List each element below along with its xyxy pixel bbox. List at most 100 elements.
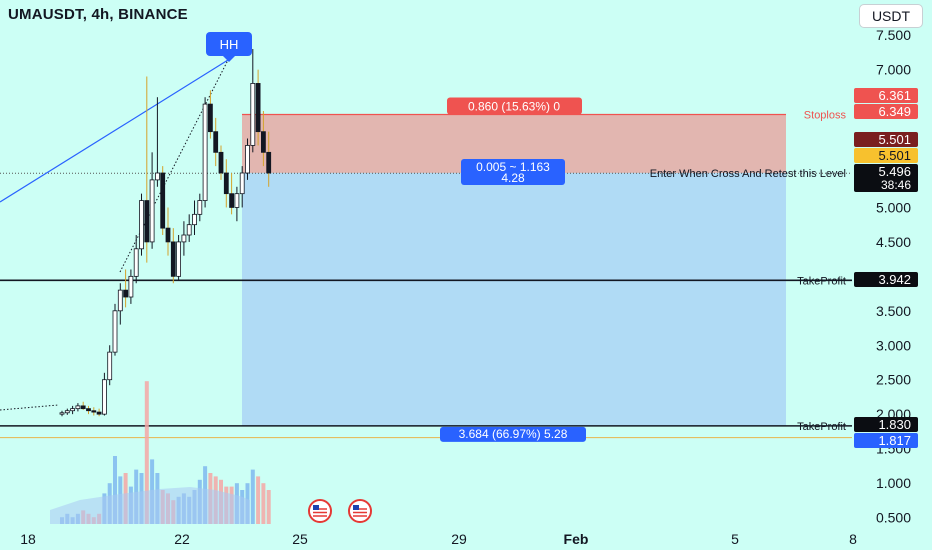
hh-label: HH — [220, 37, 239, 52]
risk-label-bg — [447, 97, 582, 115]
candle-body — [133, 248, 139, 277]
price-tag: 6.361 — [878, 88, 911, 103]
time-tick-label: Feb — [564, 531, 589, 547]
us-flag-event-icon — [308, 499, 332, 523]
flag-canton — [353, 505, 359, 510]
stoploss-level-label: Stoploss — [804, 110, 847, 122]
takeprofit-level-label-1: TakeProfit — [797, 275, 846, 287]
reward-zone — [242, 172, 786, 426]
candle-body — [170, 241, 176, 277]
currency-button[interactable]: USDT — [859, 4, 923, 28]
dotted-base-line — [0, 404, 59, 411]
takeprofit-level-label-2: TakeProfit — [797, 421, 846, 433]
price-tick-label: 7.500 — [876, 27, 911, 43]
candle-body — [234, 193, 240, 208]
price-tick-label: 7.000 — [876, 62, 911, 78]
candle-body — [102, 379, 107, 415]
time-tick-label: 25 — [292, 531, 308, 547]
price-tag: 1.830 — [878, 417, 911, 432]
volume-bar — [256, 476, 261, 524]
center-label-2: 4.28 — [501, 171, 525, 185]
candle-body — [165, 227, 171, 243]
candle-body — [181, 234, 187, 243]
price-tag: 5.496 — [878, 164, 911, 179]
price-tag: 1.817 — [878, 433, 911, 448]
price-tick-label: 4.500 — [876, 234, 911, 250]
price-tag-countdown: 38:46 — [881, 178, 911, 192]
candle-body — [128, 275, 134, 298]
price-tag: 5.501 — [878, 148, 911, 163]
time-tick-label: 5 — [731, 531, 739, 547]
price-tag-bg — [854, 164, 918, 192]
volume-bar — [266, 490, 271, 524]
price-tag-bg — [854, 433, 918, 448]
time-tick-label: 29 — [451, 531, 467, 547]
candle-body — [117, 289, 123, 312]
price-tick-label: 2.500 — [876, 372, 911, 388]
center-label-1: 0.005 ~ 1.163 — [476, 160, 550, 174]
dotted-trend-line — [119, 59, 229, 273]
candle-body — [218, 151, 224, 174]
candle-body — [144, 200, 150, 243]
candle-body — [64, 410, 70, 414]
candle-body — [91, 410, 97, 413]
candle-body — [255, 83, 261, 133]
candle-body — [245, 145, 250, 174]
price-tick-label: 3.000 — [876, 337, 911, 353]
candle-body — [239, 172, 245, 195]
reward-label: 3.684 (66.97%) 5.28 — [459, 427, 568, 441]
candle-body — [223, 172, 229, 195]
candle-body — [75, 405, 81, 410]
symbol-title: UMAUSDT, 4h, BINANCE — [8, 6, 188, 23]
candle-body — [250, 83, 256, 146]
hh-label-pointer — [223, 56, 235, 62]
price-tick-label: 1.000 — [876, 475, 911, 491]
time-tick-label: 22 — [174, 531, 190, 547]
volume-bar — [144, 381, 149, 524]
candle-body — [176, 241, 182, 277]
price-tag: 5.501 — [878, 132, 911, 147]
candle-body — [70, 408, 75, 412]
volume-bar — [261, 483, 266, 524]
volume-ma-area — [50, 487, 250, 524]
flag-canton — [313, 505, 319, 510]
candle-body — [229, 193, 235, 208]
time-tick-label: 18 — [20, 531, 36, 547]
candle-body — [197, 200, 203, 215]
candle-body — [213, 131, 219, 153]
price-tag-bg — [854, 132, 918, 147]
time-tick-label: 8 — [849, 531, 857, 547]
price-tag: 6.349 — [878, 104, 911, 119]
candle-body — [160, 172, 166, 229]
price-tick-label: 3.500 — [876, 303, 911, 319]
price-tag-bg — [854, 88, 918, 103]
candle-body — [123, 289, 128, 298]
candle-body — [192, 213, 197, 226]
candle-body — [207, 103, 213, 133]
price-tick-label: 0.500 — [876, 510, 911, 526]
candle-body — [260, 131, 266, 153]
candle-body — [186, 224, 192, 236]
candle-body — [107, 351, 113, 381]
price-tag-bg — [854, 148, 918, 163]
candle-body — [112, 310, 118, 353]
price-tag-bg — [854, 272, 918, 287]
center-label-bg — [461, 159, 565, 185]
hh-label-bg — [206, 32, 252, 56]
candle-body — [202, 103, 208, 201]
candle-body — [86, 408, 91, 412]
candle-body — [59, 412, 65, 415]
volume-bar — [250, 469, 255, 524]
candle-body — [139, 200, 144, 250]
price-tag-bg — [854, 417, 918, 432]
price-tag: 3.942 — [878, 272, 911, 287]
risk-label: 0.860 (15.63%) 0 — [468, 100, 560, 114]
price-tick-label: 5.000 — [876, 199, 911, 215]
entry-level-label: Enter When Cross And Retest this Level — [650, 168, 846, 180]
price-tag-bg — [854, 104, 918, 119]
candle-body — [80, 405, 86, 410]
candle-body — [154, 172, 160, 181]
us-flag-event-icon — [348, 499, 372, 523]
